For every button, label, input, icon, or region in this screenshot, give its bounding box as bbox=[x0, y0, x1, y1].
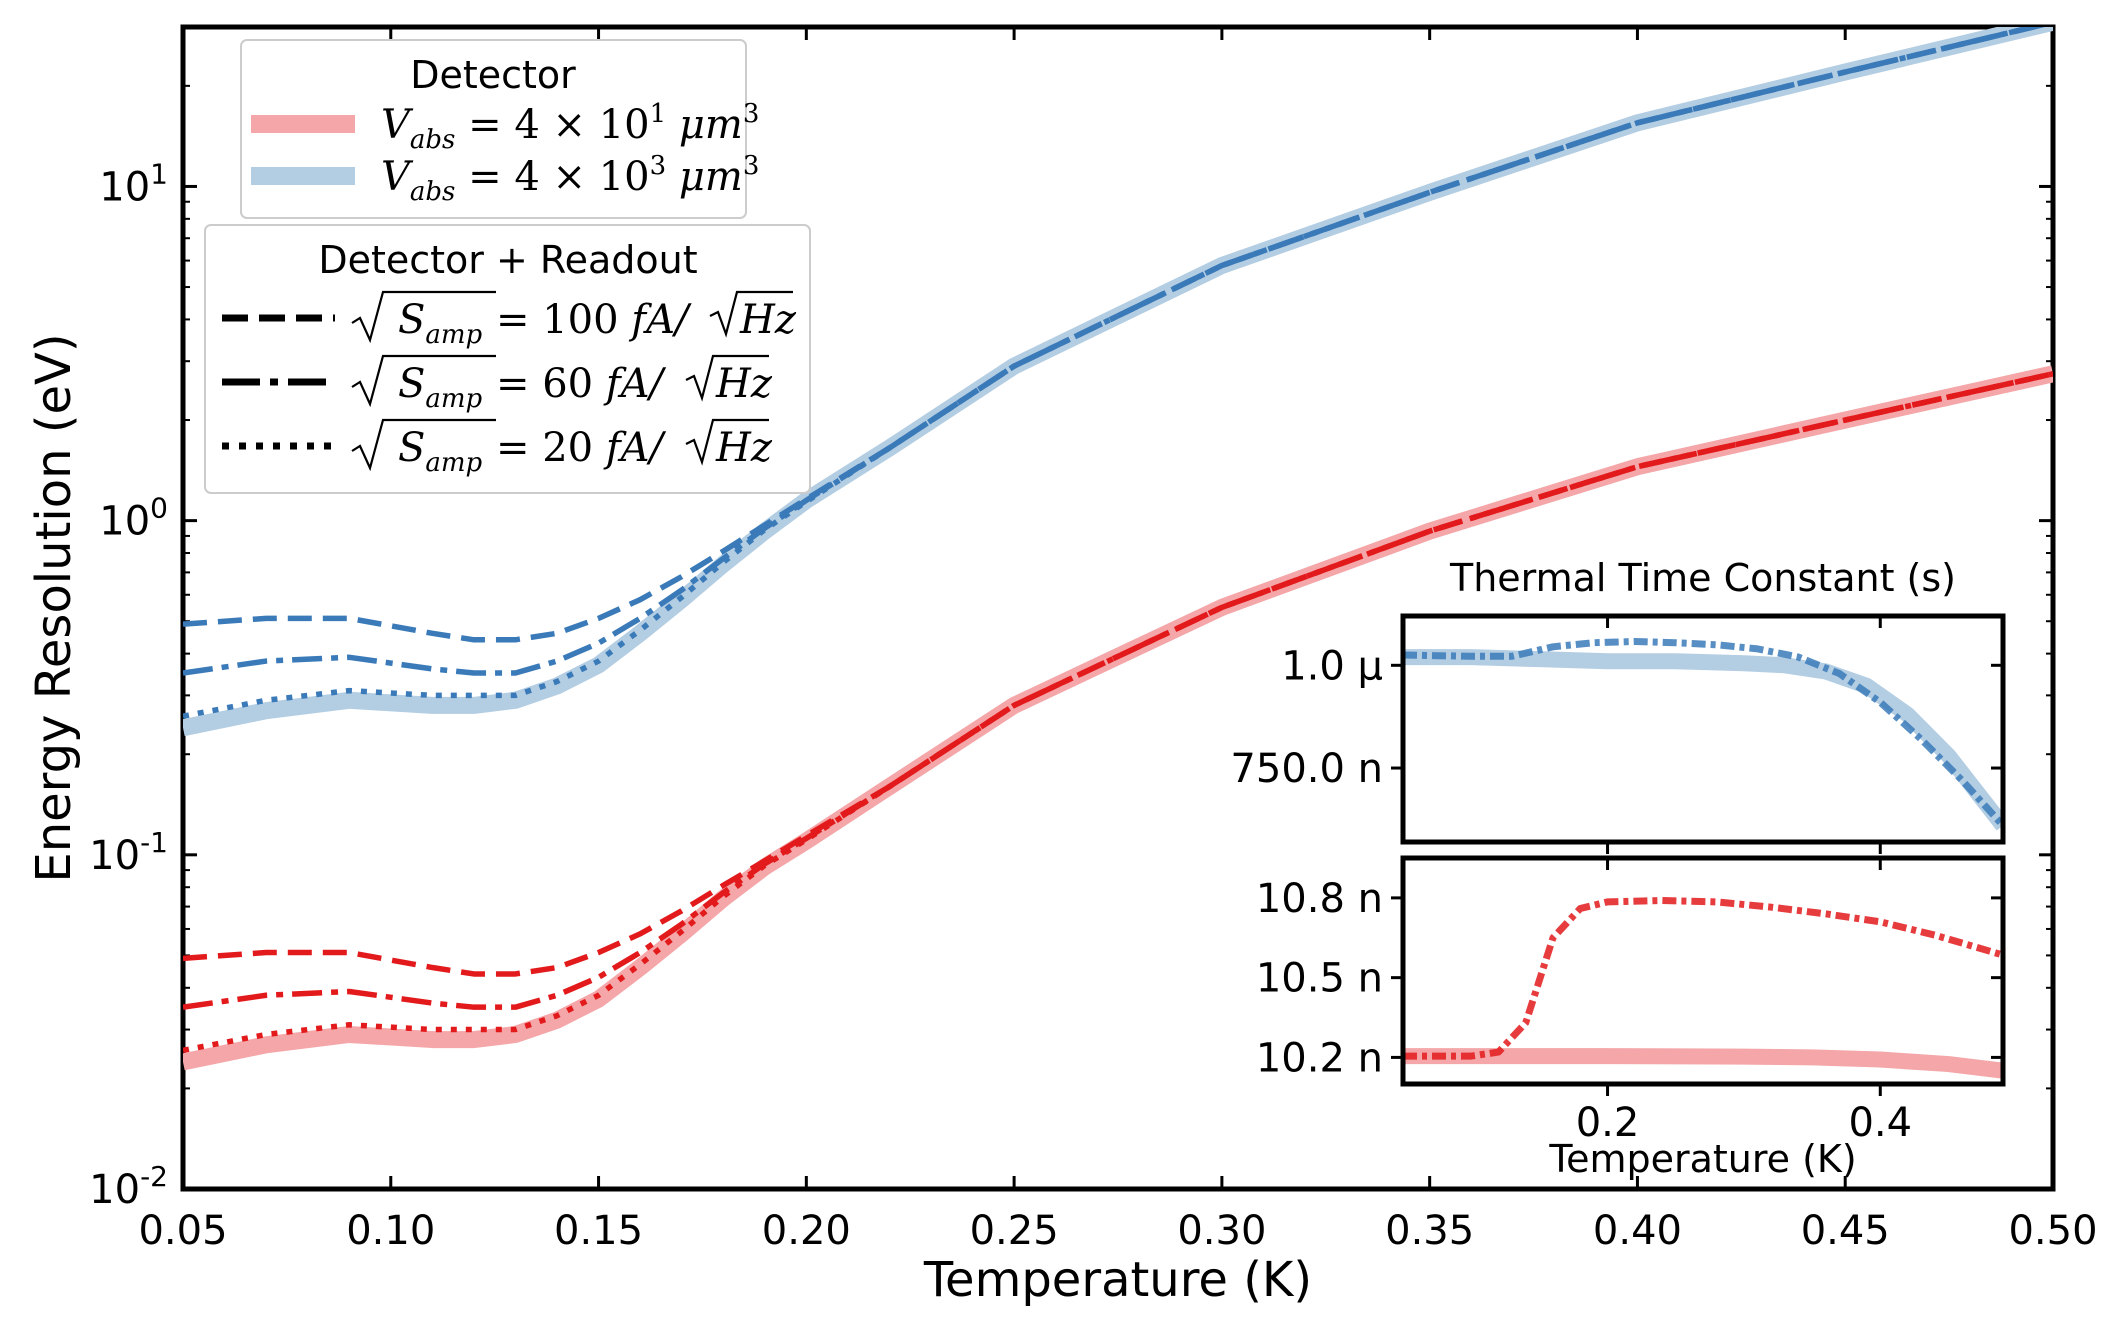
readout-2-sqrt-symbol bbox=[351, 354, 496, 408]
readout-3-value: = 20 fA/ bbox=[496, 425, 667, 471]
readout-1-num: = 100 bbox=[496, 297, 631, 343]
y-tick-exp: -1 bbox=[140, 826, 168, 859]
y-tick-label: 10-2 bbox=[89, 1160, 168, 1213]
readout-1-sqrt-symbol bbox=[351, 290, 496, 344]
entry1-unit-sup: 3 bbox=[743, 99, 760, 129]
legend-detector-box bbox=[240, 39, 747, 219]
main-axis-ticks: 0.05 0.10 0.15 0.20 0.25 0.30 0.35 0.40 0.45 0.50… bbox=[89, 26, 2098, 1254]
readout-1-unit: fA/ bbox=[628, 297, 692, 343]
legend-detector-title: Detector bbox=[410, 53, 576, 97]
inset-bottom-bg bbox=[1403, 858, 2003, 1084]
legend-readout-box bbox=[204, 224, 811, 494]
inset-y-tick-label: 10.8 n bbox=[1256, 876, 1383, 922]
inset-top-frame bbox=[1400, 613, 2006, 845]
x-tick-label: 0.50 bbox=[2008, 1208, 2097, 1254]
readout-2-value: = 60 fA/ bbox=[496, 361, 667, 407]
readout-3-sub: amp bbox=[425, 448, 482, 478]
entry1-sub: abs bbox=[410, 125, 456, 155]
y-tick-base: 10 bbox=[99, 499, 150, 545]
x-tick-label: 0.20 bbox=[762, 1208, 851, 1254]
readout-2-sub: amp bbox=[425, 384, 482, 414]
entry1-prefix: V bbox=[381, 102, 414, 148]
readout-1-S: S bbox=[398, 297, 425, 343]
entry2-mid: = 4 × 10 bbox=[455, 154, 649, 200]
inset-top-ticks: 750.0 n 1.0 µ bbox=[1230, 616, 2003, 854]
readout-1-sub: amp bbox=[425, 320, 482, 350]
legend-detector-entry-1: Vabs = 4 × 101 μm3 bbox=[381, 99, 759, 155]
y-tick-base: 10 bbox=[89, 1167, 140, 1213]
x-tick-label: 0.10 bbox=[346, 1208, 435, 1254]
series-large-dash bbox=[183, 27, 2045, 643]
readout-1-unit-rad: Hz bbox=[739, 297, 797, 343]
readout-3-unit: fA/ bbox=[603, 425, 667, 471]
entry2-unit: μm bbox=[666, 154, 743, 200]
readout-1-radicand: Samp bbox=[398, 297, 483, 350]
entry2-unit-sup: 3 bbox=[743, 151, 760, 181]
y-axis-label: Energy Resolution (eV) bbox=[26, 333, 82, 882]
x-axis-label: Temperature (K) bbox=[923, 1252, 1312, 1308]
inset-y-tick-label: 1.0 µ bbox=[1281, 643, 1383, 689]
y-tick-label: 100 bbox=[99, 492, 168, 545]
inset-top-series bbox=[1403, 637, 2003, 831]
series-small-dot bbox=[183, 371, 2053, 1054]
inset-bottom-series bbox=[1403, 897, 2003, 1079]
inset-bottom-ticks: 10.2 n 10.5 n 10.8 n 0.2 0.4 bbox=[1256, 858, 2003, 1146]
readout-3-sqrt-symbol bbox=[351, 418, 496, 472]
entry2-sub: abs bbox=[410, 177, 456, 207]
y-tick-base: 10 bbox=[89, 833, 140, 879]
readout-1-unit-sqrt bbox=[709, 290, 793, 338]
inset-x-axis-label: Temperature (K) bbox=[1548, 1137, 1856, 1181]
readout-3-radicand: Samp bbox=[398, 425, 483, 478]
inset-x-tick-label: 0.4 bbox=[1848, 1100, 1912, 1146]
x-tick-label: 0.05 bbox=[138, 1208, 227, 1254]
main-plot-frame bbox=[180, 24, 2056, 1192]
x-tick-label: 0.30 bbox=[1177, 1208, 1266, 1254]
inset-y-tick-label: 10.5 n bbox=[1256, 956, 1383, 1002]
entry2-prefix: V bbox=[381, 154, 414, 200]
x-tick-label: 0.35 bbox=[1385, 1208, 1474, 1254]
x-tick-label: 0.45 bbox=[1801, 1208, 1890, 1254]
readout-2-S: S bbox=[398, 361, 425, 407]
readout-2-unit: fA/ bbox=[603, 361, 667, 407]
legend-detector-entry-2: Vabs = 4 × 103 μm3 bbox=[381, 151, 759, 207]
entry2-sup: 3 bbox=[650, 151, 667, 181]
main-series-group bbox=[183, 27, 2053, 1071]
inset-series-readout bbox=[1403, 897, 2003, 1060]
readout-2-unit-sqrt bbox=[685, 354, 769, 402]
legend-readout: Detector + Readout Samp = 100 fA/ Hz Sam… bbox=[204, 224, 811, 494]
inset-x-tick-label: 0.2 bbox=[1576, 1100, 1640, 1146]
y-tick-label: 101 bbox=[99, 157, 168, 210]
x-tick-label: 0.25 bbox=[970, 1208, 1059, 1254]
series-large-dashdot bbox=[183, 27, 2045, 676]
readout-3-unit-rad: Hz bbox=[715, 425, 773, 471]
legend-readout-title: Detector + Readout bbox=[318, 238, 697, 282]
series-large-dot bbox=[183, 27, 2045, 719]
inset-y-tick-label: 750.0 n bbox=[1230, 746, 1383, 792]
entry1-mid: = 4 × 10 bbox=[455, 102, 649, 148]
readout-2-unit-rad: Hz bbox=[715, 361, 773, 407]
inset-title: Thermal Time Constant (s) bbox=[1449, 556, 1956, 600]
inset-series-detector bbox=[1403, 649, 2003, 831]
legend-detector: Detector Vabs = 4 × 101 μm3 Vabs = 4 × 1… bbox=[240, 39, 759, 219]
readout-3-unit-sqrt bbox=[685, 418, 769, 466]
readout-3-num: = 20 bbox=[496, 425, 606, 471]
y-tick-exp: 0 bbox=[150, 492, 168, 525]
y-tick-exp: 1 bbox=[150, 157, 168, 190]
y-tick-label: 10-1 bbox=[89, 826, 168, 879]
x-tick-label: 0.40 bbox=[1593, 1208, 1682, 1254]
inset-bottom-frame bbox=[1400, 855, 2006, 1087]
inset-y-tick-label: 10.2 n bbox=[1256, 1035, 1383, 1081]
readout-3-S: S bbox=[398, 425, 425, 471]
y-tick-exp: -2 bbox=[140, 1160, 168, 1193]
y-tick-base: 10 bbox=[99, 164, 150, 210]
series-small-dashdot bbox=[183, 371, 2053, 1010]
entry1-sup: 1 bbox=[650, 99, 667, 129]
x-tick-label: 0.15 bbox=[554, 1208, 643, 1254]
readout-1-value: = 100 fA/ bbox=[496, 297, 692, 343]
entry1-unit: μm bbox=[666, 102, 743, 148]
readout-2-num: = 60 bbox=[496, 361, 606, 407]
inset-series-readout bbox=[1403, 637, 2003, 828]
readout-2-radicand: Samp bbox=[398, 361, 483, 414]
